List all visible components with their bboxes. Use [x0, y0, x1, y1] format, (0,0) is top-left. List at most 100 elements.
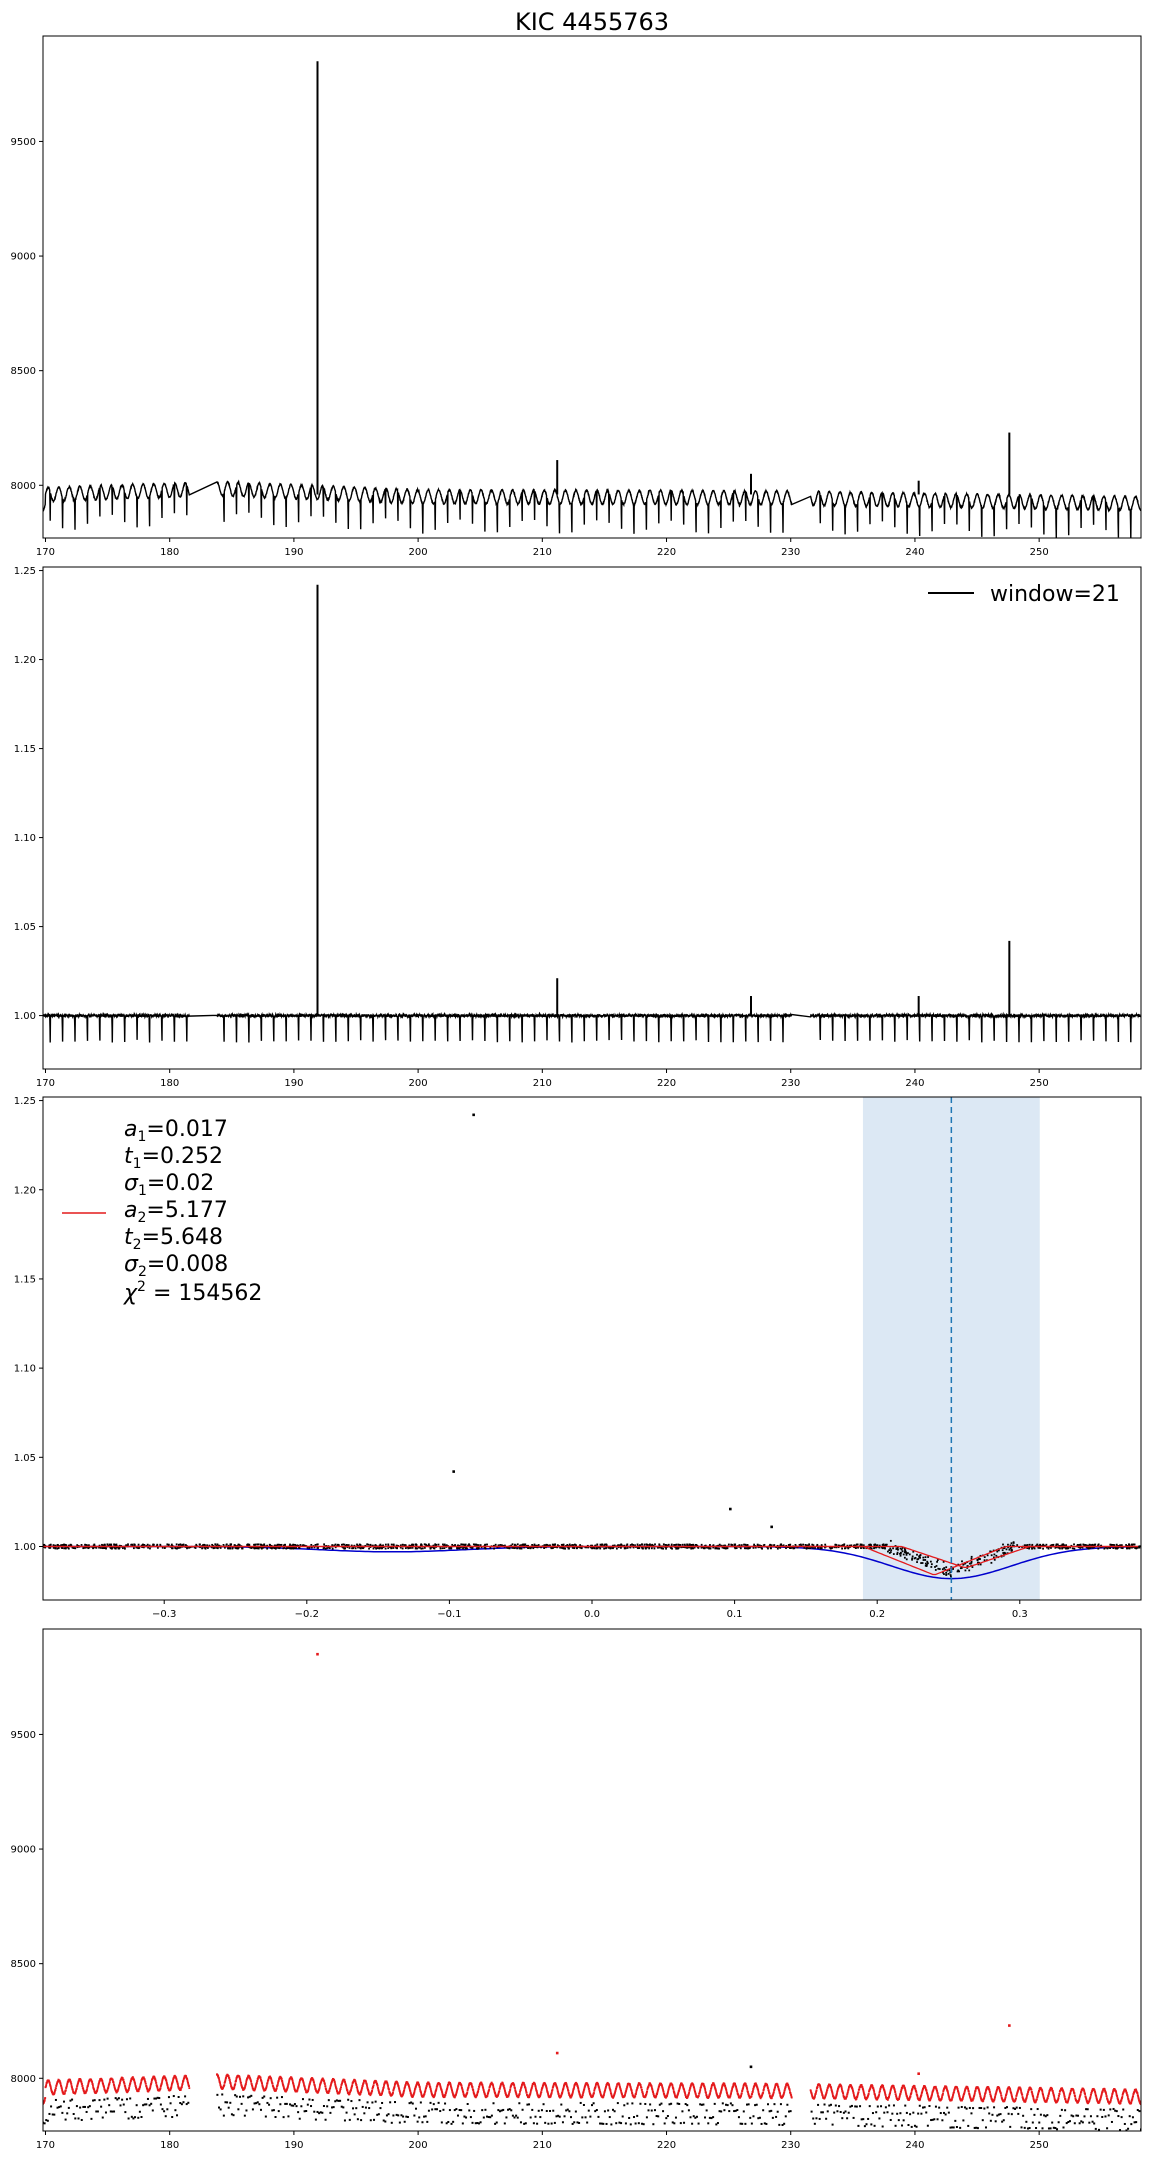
data-point: [1002, 1543, 1004, 1546]
observed-point: [471, 2121, 474, 2124]
observed-point: [406, 2116, 409, 2119]
data-point: [362, 1547, 364, 1550]
data-point: [354, 1547, 357, 1550]
model-point: [566, 2087, 569, 2089]
data-point: [1113, 1544, 1116, 1547]
observed-point: [1007, 2112, 1010, 2115]
observed-point: [955, 2126, 958, 2129]
observed-point: [476, 2122, 479, 2125]
observed-point: [1138, 2110, 1141, 2113]
data-point: [368, 1547, 370, 1550]
observed-point: [1046, 2114, 1049, 2117]
data-point: [656, 1546, 659, 1549]
data-point: [148, 1544, 151, 1547]
data-point: [874, 1543, 877, 1546]
model-point: [598, 2089, 601, 2092]
data-point: [959, 1567, 962, 1570]
observed-point: [831, 2123, 834, 2126]
model-point: [417, 2081, 420, 2084]
observed-point: [789, 2110, 792, 2113]
data-point: [234, 1547, 237, 1549]
data-point: [970, 1562, 973, 1564]
data-point: [323, 1546, 326, 1549]
model-point: [374, 2079, 377, 2082]
data-point: [290, 1547, 293, 1549]
observed-point: [414, 2107, 417, 2110]
observed-point: [235, 2095, 238, 2098]
data-point: [568, 1547, 570, 1550]
model-point: [408, 2087, 411, 2090]
model-point: [106, 2088, 109, 2091]
observed-point: [1102, 2108, 1105, 2111]
observed-point: [694, 2116, 697, 2119]
model-point: [372, 2084, 375, 2087]
observed-point: [550, 2122, 553, 2125]
data-point: [76, 1544, 79, 1547]
data-point: [1106, 1547, 1109, 1550]
observed-point: [954, 2119, 957, 2122]
observed-point: [915, 2125, 918, 2128]
data-point: [854, 1547, 857, 1549]
data-point: [752, 1546, 755, 1549]
model-point: [150, 2082, 153, 2085]
observed-point: [534, 2115, 537, 2118]
data-point: [177, 1543, 180, 1546]
data-point: [566, 1544, 569, 1546]
data-point: [601, 1543, 603, 1546]
observed-point: [411, 2102, 414, 2105]
observed-point: [841, 2117, 844, 2120]
data-point: [993, 1558, 996, 1561]
model-point: [657, 2086, 660, 2089]
model-point: [145, 2085, 148, 2088]
data-point: [598, 1546, 600, 1549]
observed-point: [319, 2111, 322, 2114]
data-point: [434, 1543, 437, 1546]
observed-point: [219, 2108, 222, 2111]
model-point: [603, 2094, 605, 2097]
data-point: [257, 1546, 260, 1549]
model-point: [484, 2093, 486, 2096]
model-point: [128, 2084, 131, 2087]
observed-point: [1060, 2108, 1063, 2111]
data-point: [448, 1547, 451, 1550]
observed-point: [1047, 2127, 1050, 2130]
model-point: [367, 2089, 370, 2092]
data-point: [141, 1544, 144, 1547]
model-point: [436, 2085, 438, 2088]
data-point: [1067, 1546, 1069, 1549]
model-point: [331, 2080, 334, 2082]
model-point: [338, 2090, 341, 2093]
data-point: [962, 1563, 965, 1566]
observed-point: [620, 2122, 623, 2125]
data-point: [840, 1544, 843, 1547]
data-point: [662, 1547, 665, 1550]
model-point: [393, 2084, 396, 2087]
observed-point: [910, 2125, 913, 2128]
data-point: [1028, 1547, 1030, 1550]
data-point: [256, 1547, 259, 1550]
observed-point: [821, 2111, 824, 2114]
model-point: [444, 2094, 447, 2096]
observed-point: [481, 2109, 484, 2112]
observed-point: [913, 2124, 916, 2127]
model-point: [366, 2085, 369, 2088]
data-point: [837, 1546, 840, 1549]
data-point: [1132, 1543, 1135, 1546]
observed-point: [1106, 2127, 1109, 2130]
data-point: [289, 1543, 291, 1546]
model-point: [80, 2081, 83, 2084]
model-point: [578, 2091, 580, 2093]
model-point: [333, 2079, 336, 2082]
data-point: [899, 1554, 902, 1557]
data-point: [611, 1547, 614, 1549]
observed-point: [939, 2112, 942, 2115]
data-point: [483, 1546, 486, 1549]
observed-point: [729, 2102, 732, 2105]
model-point: [460, 2084, 463, 2087]
model-point: [477, 2090, 480, 2092]
data-point: [442, 1543, 444, 1546]
data-point: [407, 1547, 410, 1550]
model-point: [461, 2087, 463, 2089]
model-point: [465, 2094, 468, 2096]
model-point: [565, 2083, 568, 2086]
